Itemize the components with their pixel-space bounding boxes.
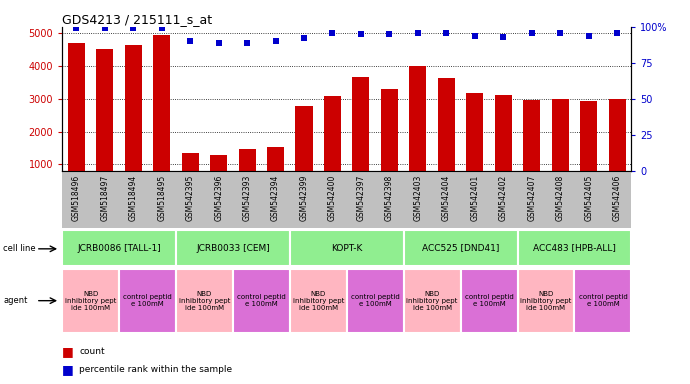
Point bbox=[413, 30, 424, 36]
Bar bbox=[518, 269, 574, 333]
Text: control peptid
e 100mM: control peptid e 100mM bbox=[123, 295, 172, 307]
Bar bbox=[404, 230, 518, 266]
Text: NBD
inhibitory pept
ide 100mM: NBD inhibitory pept ide 100mM bbox=[520, 291, 571, 311]
Bar bbox=[404, 269, 461, 333]
Bar bbox=[575, 269, 631, 333]
Text: GSM542397: GSM542397 bbox=[357, 174, 366, 221]
Point bbox=[241, 40, 253, 46]
Text: control peptid
e 100mM: control peptid e 100mM bbox=[578, 295, 627, 307]
Point bbox=[555, 30, 566, 36]
Text: GSM542395: GSM542395 bbox=[186, 174, 195, 221]
Bar bbox=[523, 100, 540, 197]
Point bbox=[497, 34, 509, 40]
Text: KOPT-K: KOPT-K bbox=[331, 243, 362, 253]
Bar bbox=[62, 269, 119, 333]
Bar bbox=[437, 78, 455, 197]
Text: GSM542398: GSM542398 bbox=[385, 174, 394, 221]
Text: GSM542404: GSM542404 bbox=[442, 174, 451, 221]
Text: GSM542408: GSM542408 bbox=[555, 174, 564, 221]
Text: NBD
inhibitory pept
ide 100mM: NBD inhibitory pept ide 100mM bbox=[406, 291, 457, 311]
Text: GSM542399: GSM542399 bbox=[299, 174, 308, 221]
Bar bbox=[609, 99, 626, 197]
Bar bbox=[324, 96, 341, 197]
Bar bbox=[153, 35, 170, 197]
Text: GSM542400: GSM542400 bbox=[328, 174, 337, 221]
Bar bbox=[239, 149, 255, 197]
Bar bbox=[125, 45, 142, 197]
Bar bbox=[68, 43, 85, 197]
Point bbox=[299, 35, 310, 41]
Point bbox=[213, 40, 224, 46]
Bar bbox=[518, 230, 631, 266]
Point bbox=[270, 38, 281, 44]
Text: GSM518495: GSM518495 bbox=[157, 174, 166, 221]
Point bbox=[128, 25, 139, 31]
Bar bbox=[290, 269, 347, 333]
Text: NBD
inhibitory pept
ide 100mM: NBD inhibitory pept ide 100mM bbox=[293, 291, 344, 311]
Bar bbox=[409, 66, 426, 197]
Bar bbox=[381, 89, 398, 197]
Bar bbox=[181, 153, 199, 197]
Point bbox=[185, 38, 196, 44]
Text: agent: agent bbox=[3, 296, 28, 305]
Point bbox=[384, 31, 395, 37]
Text: GSM542406: GSM542406 bbox=[613, 174, 622, 221]
Bar bbox=[176, 269, 233, 333]
Text: percentile rank within the sample: percentile rank within the sample bbox=[79, 365, 233, 374]
Bar bbox=[290, 230, 404, 266]
Text: GSM542403: GSM542403 bbox=[413, 174, 422, 221]
Text: GSM542393: GSM542393 bbox=[243, 174, 252, 221]
Point bbox=[355, 31, 366, 37]
Text: GSM542407: GSM542407 bbox=[527, 174, 536, 221]
Bar bbox=[461, 269, 518, 333]
Text: ■: ■ bbox=[62, 345, 74, 358]
Text: cell line: cell line bbox=[3, 244, 36, 253]
Text: ■: ■ bbox=[62, 363, 74, 376]
Text: GDS4213 / 215111_s_at: GDS4213 / 215111_s_at bbox=[62, 13, 213, 26]
Point bbox=[327, 30, 338, 36]
Bar bbox=[580, 101, 597, 197]
Bar bbox=[495, 95, 512, 197]
Text: GSM518497: GSM518497 bbox=[100, 174, 109, 221]
Text: GSM542402: GSM542402 bbox=[499, 174, 508, 221]
Text: GSM542401: GSM542401 bbox=[471, 174, 480, 221]
Point bbox=[583, 33, 594, 39]
Text: control peptid
e 100mM: control peptid e 100mM bbox=[464, 295, 513, 307]
Bar bbox=[176, 230, 290, 266]
Text: GSM518494: GSM518494 bbox=[129, 174, 138, 221]
Point bbox=[611, 30, 622, 36]
Bar bbox=[466, 93, 483, 197]
Point bbox=[526, 30, 538, 36]
Text: GSM542394: GSM542394 bbox=[271, 174, 280, 221]
Point bbox=[469, 33, 480, 39]
Point bbox=[99, 25, 110, 31]
Bar bbox=[267, 147, 284, 197]
Text: ACC483 [HPB-ALL]: ACC483 [HPB-ALL] bbox=[533, 243, 616, 253]
Text: GSM542405: GSM542405 bbox=[584, 174, 593, 221]
Text: JCRB0033 [CEM]: JCRB0033 [CEM] bbox=[196, 243, 270, 253]
Bar bbox=[233, 269, 290, 333]
Bar bbox=[62, 230, 176, 266]
Text: GSM518496: GSM518496 bbox=[72, 174, 81, 221]
Text: NBD
inhibitory pept
ide 100mM: NBD inhibitory pept ide 100mM bbox=[65, 291, 116, 311]
Point bbox=[71, 25, 82, 31]
Point bbox=[156, 25, 167, 31]
Text: NBD
inhibitory pept
ide 100mM: NBD inhibitory pept ide 100mM bbox=[179, 291, 230, 311]
Text: ACC525 [DND41]: ACC525 [DND41] bbox=[422, 243, 500, 253]
Text: count: count bbox=[79, 347, 105, 356]
Bar bbox=[119, 269, 176, 333]
Bar bbox=[96, 49, 113, 197]
Text: JCRB0086 [TALL-1]: JCRB0086 [TALL-1] bbox=[77, 243, 161, 253]
Text: control peptid
e 100mM: control peptid e 100mM bbox=[351, 295, 400, 307]
Bar bbox=[353, 77, 370, 197]
Text: control peptid
e 100mM: control peptid e 100mM bbox=[237, 295, 286, 307]
Bar bbox=[295, 106, 313, 197]
Text: GSM542396: GSM542396 bbox=[214, 174, 223, 221]
Point bbox=[441, 30, 452, 36]
Bar bbox=[551, 99, 569, 197]
Bar bbox=[347, 269, 404, 333]
Bar bbox=[210, 155, 227, 197]
